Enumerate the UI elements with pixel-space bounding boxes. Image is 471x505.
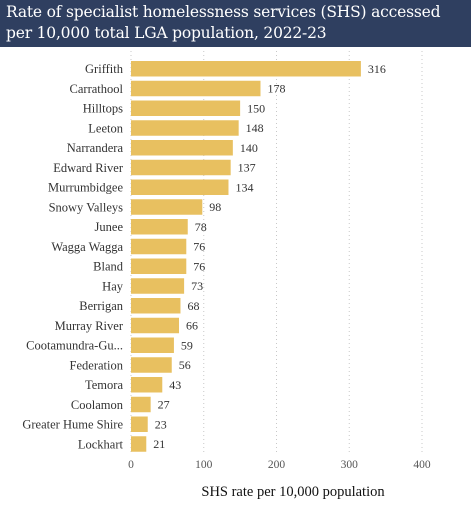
category-label: Hay — [102, 279, 124, 293]
chart-title-line-1: Rate of specialist homelessness services… — [6, 3, 441, 21]
bar — [131, 100, 241, 116]
category-label: Leeton — [88, 121, 123, 135]
category-label: Federation — [70, 358, 124, 372]
bar — [131, 416, 148, 432]
x-tick-label: 100 — [195, 459, 213, 471]
bars — [131, 61, 361, 452]
bar — [131, 159, 231, 176]
chart-title-line-2: per 10,000 total LGA population, 2022-23 — [6, 24, 327, 42]
value-label: 68 — [187, 299, 199, 313]
category-label: Murray River — [55, 319, 124, 333]
chart-title: Rate of specialist homelessness services… — [0, 0, 471, 47]
bar — [131, 199, 203, 215]
value-label: 78 — [195, 220, 207, 234]
bar — [131, 337, 174, 353]
bar — [131, 140, 233, 156]
category-label: Snowy Valleys — [49, 200, 124, 214]
bar — [131, 179, 229, 195]
category-label: Lockhart — [78, 437, 124, 451]
category-label: Griffith — [85, 62, 124, 76]
x-tick-label: 400 — [413, 459, 431, 471]
x-axis-title: SHS rate per 10,000 population — [201, 484, 385, 500]
category-labels: Griffith Carrathool Hilltops Leeton Narrande… — [22, 62, 123, 451]
bar — [131, 61, 361, 77]
value-label: 43 — [169, 378, 181, 392]
bar — [131, 396, 151, 413]
value-label: 23 — [155, 417, 167, 431]
bar-chart: Griffith Carrathool Hilltops Leeton Narrande… — [22, 51, 431, 500]
value-label: 73 — [191, 279, 203, 293]
category-label: Narrandera — [67, 141, 124, 155]
category-label: Coolamon — [71, 398, 124, 412]
x-tick-label: 0 — [128, 459, 134, 471]
value-label: 150 — [247, 101, 265, 115]
category-label: Temora — [85, 378, 123, 392]
bar — [131, 120, 239, 136]
category-label: Junee — [95, 220, 124, 234]
bar — [131, 317, 180, 334]
x-axis: 0 100 200 300 400 — [128, 459, 431, 471]
value-label: 59 — [181, 338, 193, 352]
bar — [131, 377, 163, 393]
value-label: 140 — [240, 141, 258, 155]
value-label: 66 — [186, 319, 198, 333]
category-label: Carrathool — [70, 82, 124, 96]
x-tick-label: 200 — [268, 459, 286, 471]
value-label: 21 — [153, 437, 165, 451]
category-label: Murrumbidgee — [48, 181, 123, 195]
value-label: 98 — [209, 200, 221, 214]
bar — [131, 219, 188, 235]
value-label: 76 — [193, 240, 205, 254]
category-label: Edward River — [53, 161, 124, 175]
value-label: 178 — [267, 82, 285, 96]
value-label: 148 — [246, 121, 264, 135]
bar — [131, 298, 181, 314]
category-label: Cootamundra-Gu... — [26, 339, 123, 353]
value-label: 76 — [193, 259, 205, 273]
value-label: 27 — [158, 398, 170, 412]
bar — [131, 278, 185, 294]
value-label: 56 — [179, 358, 191, 372]
x-tick-label: 300 — [341, 459, 359, 471]
bar — [131, 258, 187, 274]
bar — [131, 357, 172, 373]
value-label: 137 — [238, 161, 256, 175]
bar — [131, 436, 147, 452]
bar — [131, 80, 261, 97]
category-label: Bland — [93, 260, 124, 274]
category-label: Greater Hume Shire — [22, 418, 123, 432]
value-label: 316 — [368, 62, 386, 76]
category-label: Hilltops — [83, 102, 123, 116]
category-label: Wagga Wagga — [51, 240, 123, 254]
value-label: 134 — [235, 180, 253, 194]
category-label: Berrigan — [79, 299, 123, 313]
bar — [131, 238, 187, 255]
